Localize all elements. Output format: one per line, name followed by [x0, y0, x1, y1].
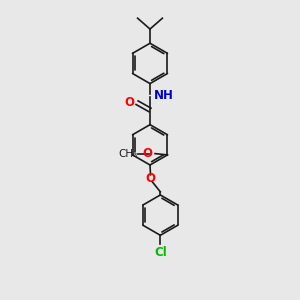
Text: O: O — [146, 172, 155, 185]
Text: NH: NH — [154, 89, 174, 102]
Text: Cl: Cl — [154, 246, 167, 259]
Text: CH₃: CH₃ — [118, 148, 137, 159]
Text: O: O — [124, 96, 134, 109]
Text: O: O — [142, 147, 152, 160]
